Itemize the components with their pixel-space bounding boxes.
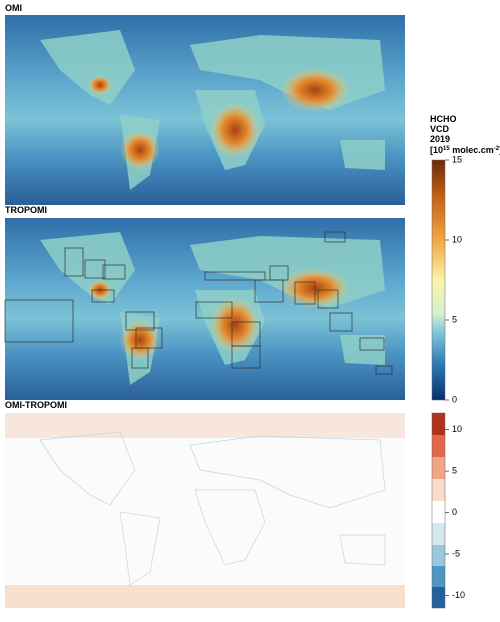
tick-label: 0 xyxy=(452,394,457,404)
map-difference xyxy=(5,413,405,608)
colorbar-label: HCHO xyxy=(430,114,457,124)
tick-label: 10 xyxy=(452,424,462,434)
colorbar-label: VCD xyxy=(430,124,450,134)
tick-label: 0 xyxy=(452,507,457,517)
map-omi xyxy=(5,15,405,205)
colorbar-unit: [1015 molec.cm-2] xyxy=(430,145,500,155)
colorbar-diff xyxy=(431,412,446,609)
tick-label: -10 xyxy=(452,590,465,600)
colorbar-label: 2019 xyxy=(430,134,450,144)
map-tropomi xyxy=(4,218,405,400)
tick-label: 5 xyxy=(452,314,457,324)
panel-title: OMI-TROPOMI xyxy=(5,400,67,410)
tick-label: 10 xyxy=(452,234,462,244)
tick-label: 15 xyxy=(452,154,462,164)
panel-title: OMI xyxy=(5,3,22,13)
colorbar xyxy=(431,159,446,401)
tick-label: 5 xyxy=(452,465,457,475)
panel-title: TROPOMI xyxy=(5,205,47,215)
tick-label: -5 xyxy=(452,548,460,558)
